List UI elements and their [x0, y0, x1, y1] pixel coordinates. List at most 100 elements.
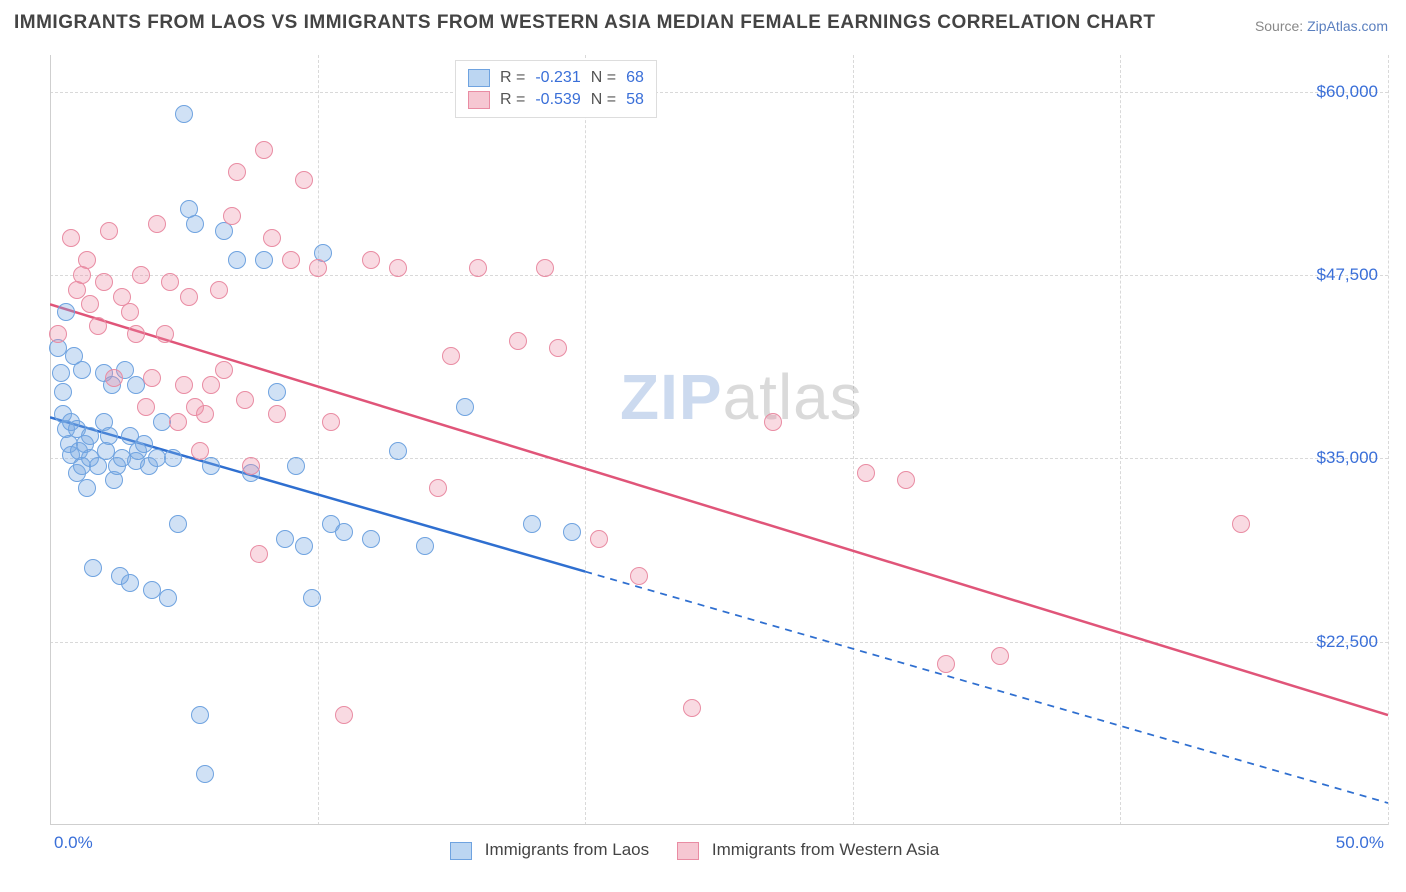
scatter-point-laos	[100, 427, 118, 445]
source-attribution: Source: ZipAtlas.com	[1255, 18, 1388, 34]
scatter-point-wasia	[263, 229, 281, 247]
legend-row: R = -0.231 N = 68	[468, 67, 644, 89]
source-prefix: Source:	[1255, 18, 1307, 34]
scatter-point-wasia	[282, 251, 300, 269]
y-tick: $22,500	[1278, 632, 1378, 652]
legend-val-r: -0.231	[535, 67, 580, 89]
scatter-point-laos	[78, 479, 96, 497]
scatter-point-laos	[164, 449, 182, 467]
scatter-point-wasia	[255, 141, 273, 159]
scatter-point-laos	[169, 515, 187, 533]
scatter-point-wasia	[683, 699, 701, 717]
scatter-point-laos	[175, 105, 193, 123]
legend-val-r: -0.539	[535, 89, 580, 111]
scatter-point-wasia	[590, 530, 608, 548]
x-tick: 0.0%	[54, 833, 93, 853]
scatter-point-wasia	[630, 567, 648, 585]
scatter-point-wasia	[228, 163, 246, 181]
x-tick: 50.0%	[1336, 833, 1384, 853]
scatter-point-wasia	[223, 207, 241, 225]
scatter-point-laos	[191, 706, 209, 724]
scatter-point-wasia	[937, 655, 955, 673]
scatter-point-wasia	[295, 171, 313, 189]
y-tick: $47,500	[1278, 265, 1378, 285]
scatter-point-wasia	[469, 259, 487, 277]
scatter-point-wasia	[62, 229, 80, 247]
legend-label: Immigrants from Laos	[485, 840, 649, 859]
scatter-point-laos	[276, 530, 294, 548]
scatter-point-laos	[54, 383, 72, 401]
scatter-point-wasia	[121, 303, 139, 321]
scatter-point-laos	[52, 364, 70, 382]
legend-swatch-icon	[468, 91, 490, 109]
legend-key-r: R =	[500, 67, 525, 89]
scatter-point-laos	[73, 361, 91, 379]
legend-val-n: 58	[626, 89, 644, 111]
scatter-point-laos	[523, 515, 541, 533]
y-tick: $35,000	[1278, 448, 1378, 468]
scatter-point-wasia	[49, 325, 67, 343]
legend-val-n: 68	[626, 67, 644, 89]
scatter-point-wasia	[202, 376, 220, 394]
scatter-point-wasia	[236, 391, 254, 409]
scatter-point-laos	[456, 398, 474, 416]
legend-label: Immigrants from Western Asia	[712, 840, 939, 859]
scatter-point-wasia	[268, 405, 286, 423]
scatter-point-laos	[135, 435, 153, 453]
scatter-point-wasia	[143, 369, 161, 387]
scatter-point-wasia	[1232, 515, 1250, 533]
legend-item: Immigrants from Western Asia	[677, 840, 939, 860]
scatter-point-laos	[121, 574, 139, 592]
chart-plot-area: ZIPatlas $22,500$35,000$47,500$60,000 R …	[50, 55, 1388, 825]
scatter-point-wasia	[509, 332, 527, 350]
scatter-point-laos	[335, 523, 353, 541]
scatter-point-wasia	[89, 317, 107, 335]
scatter-point-wasia	[250, 545, 268, 563]
scatter-point-wasia	[362, 251, 380, 269]
scatter-point-wasia	[81, 295, 99, 313]
scatter-point-laos	[268, 383, 286, 401]
scatter-point-wasia	[335, 706, 353, 724]
scatter-point-wasia	[389, 259, 407, 277]
scatter-point-laos	[563, 523, 581, 541]
scatter-point-wasia	[429, 479, 447, 497]
scatter-point-laos	[255, 251, 273, 269]
scatter-point-laos	[287, 457, 305, 475]
scatter-point-wasia	[549, 339, 567, 357]
scatter-point-wasia	[95, 273, 113, 291]
scatter-point-laos	[81, 427, 99, 445]
scatter-point-wasia	[242, 457, 260, 475]
scatter-point-wasia	[161, 273, 179, 291]
scatter-point-wasia	[100, 222, 118, 240]
page-title: IMMIGRANTS FROM LAOS VS IMMIGRANTS FROM …	[14, 12, 1155, 34]
scatter-point-wasia	[137, 398, 155, 416]
scatter-point-laos	[228, 251, 246, 269]
legend-row: R = -0.539 N = 58	[468, 89, 644, 111]
scatter-point-laos	[84, 559, 102, 577]
legend-correlation: R = -0.231 N = 68 R = -0.539 N = 58	[455, 60, 657, 118]
scatter-point-wasia	[78, 251, 96, 269]
y-tick: $60,000	[1278, 82, 1378, 102]
scatter-point-laos	[202, 457, 220, 475]
scatter-point-wasia	[196, 405, 214, 423]
scatter-point-wasia	[210, 281, 228, 299]
scatter-point-wasia	[991, 647, 1009, 665]
scatter-point-laos	[362, 530, 380, 548]
legend-swatch-icon	[468, 69, 490, 87]
legend-series: Immigrants from Laos Immigrants from Wes…	[450, 840, 939, 860]
scatter-point-wasia	[442, 347, 460, 365]
scatter-point-wasia	[215, 361, 233, 379]
scatter-point-laos	[303, 589, 321, 607]
scatter-point-wasia	[536, 259, 554, 277]
scatter-point-wasia	[148, 215, 166, 233]
scatter-point-laos	[57, 303, 75, 321]
scatter-point-laos	[389, 442, 407, 460]
legend-swatch-icon	[677, 842, 699, 860]
scatter-point-laos	[196, 765, 214, 783]
scatter-point-wasia	[127, 325, 145, 343]
scatter-point-laos	[186, 215, 204, 233]
scatter-point-wasia	[105, 369, 123, 387]
scatter-point-laos	[295, 537, 313, 555]
legend-key-n: N =	[591, 89, 616, 111]
source-link[interactable]: ZipAtlas.com	[1307, 18, 1388, 34]
